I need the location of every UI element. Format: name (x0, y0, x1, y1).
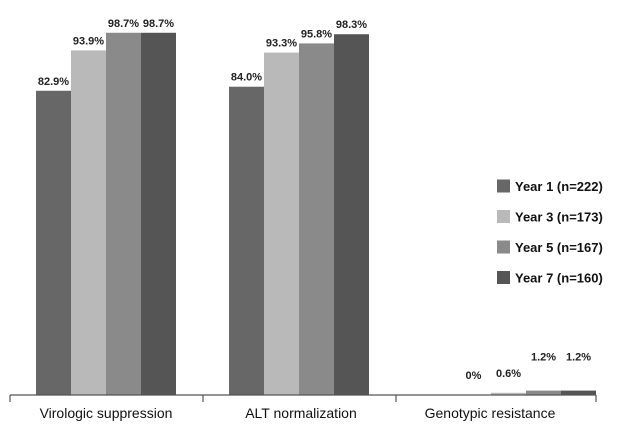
x-axis (9, 394, 597, 402)
data-label: 98.7% (108, 18, 139, 30)
legend-label: Year 5 (n=167) (515, 240, 603, 255)
legend-label: Year 7 (n=160) (515, 271, 603, 286)
category-label: Genotypic resistance (425, 405, 556, 421)
bar (561, 390, 596, 395)
legend-swatch (497, 240, 510, 254)
data-label: 82.9% (38, 76, 69, 88)
data-label: 1.2% (566, 352, 591, 364)
bar (36, 90, 71, 395)
bar (106, 32, 141, 396)
legend: Year 1 (n=222) Year 3 (n=173) Year 5 (n=16… (497, 179, 603, 286)
data-label: 93.3% (266, 38, 297, 50)
category-label: ALT normalization (245, 405, 357, 421)
data-label: 98.3% (336, 19, 367, 31)
category-label: Virologic suppression (40, 405, 173, 421)
bar (526, 390, 561, 395)
data-label: 98.7% (143, 18, 174, 30)
data-label: 95.8% (301, 28, 332, 40)
legend-swatch (497, 271, 510, 284)
data-label: 0% (466, 370, 482, 382)
bar (334, 34, 369, 395)
category-labels-group: Virologic suppression ALT normalization Ge… (40, 405, 556, 421)
data-label: 1.2% (531, 352, 556, 364)
bar (141, 32, 176, 396)
bar (229, 86, 264, 395)
data-label: 0.6% (496, 368, 521, 380)
legend-swatch (497, 179, 510, 193)
legend-label: Year 1 (n=222) (515, 179, 603, 194)
legend-label: Year 3 (n=173) (515, 210, 603, 225)
data-label: 84.0% (231, 72, 262, 84)
bar (299, 43, 334, 395)
data-labels-group: 82.9% 93.9% 98.7% 98.7% 84.0% 93.3% 95.8% 98.3%… (38, 18, 591, 382)
bar (491, 392, 526, 395)
bars-group (36, 32, 596, 396)
legend-swatch (497, 210, 510, 223)
bar (71, 50, 106, 396)
data-label: 93.9% (73, 35, 104, 47)
bar (264, 52, 299, 396)
